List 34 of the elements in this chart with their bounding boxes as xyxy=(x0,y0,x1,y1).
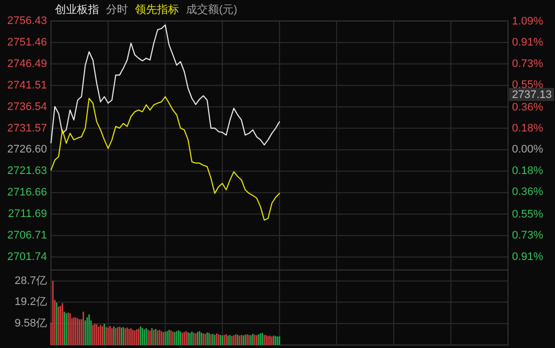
y2-tick-label: 0.91% xyxy=(512,36,544,49)
y-tick-label: 2711.69 xyxy=(8,208,47,220)
y-tick-label: 9.58亿 xyxy=(14,318,47,330)
y-tick-label: 2751.46 xyxy=(7,36,47,48)
text: 2737.13 xyxy=(512,89,552,101)
y-tick-label: 2716.66 xyxy=(7,186,47,199)
chart-subtitle: 成交额(元) xyxy=(186,3,238,16)
y2-tick-label: 0.73% xyxy=(512,58,544,70)
y2-tick-label: 0.00% xyxy=(512,144,544,156)
y-tick-label: 19.2亿 xyxy=(14,296,47,308)
y-tick-label: 2736.54 xyxy=(7,100,47,113)
y2-tick-label: 0.73% xyxy=(512,230,544,242)
y-tick-label: 2726.60 xyxy=(7,144,47,156)
text: 领先指标 xyxy=(135,3,179,16)
y2-tick-label: 1.09% xyxy=(512,15,544,28)
y-tick-label: 2731.57 xyxy=(7,122,47,134)
y2-tick-label: 0.36% xyxy=(512,101,544,114)
text: 创业板指 xyxy=(55,3,99,16)
line-series xyxy=(50,24,280,146)
y2-tick-label: 0.36% xyxy=(512,186,544,198)
y2-tick-label: 0.18% xyxy=(512,164,544,177)
y-tick-label: 2706.71 xyxy=(7,230,47,242)
y-tick-label: 2721.63 xyxy=(7,165,47,178)
y2-tick-label: 0.91% xyxy=(512,250,544,263)
line-series xyxy=(50,96,280,221)
y-tick-label: 2756.43 xyxy=(7,15,47,27)
y-tick-label: 2746.49 xyxy=(7,58,47,70)
y-tick-label: 2741.51 xyxy=(7,79,47,92)
y2-tick-label: 0.55% xyxy=(512,208,544,220)
y2-tick-label: 0.55% xyxy=(512,79,544,92)
chart-title: 分时 xyxy=(106,3,128,16)
y2-tick-label: 0.18% xyxy=(512,122,544,135)
y-tick-label: 28.7亿 xyxy=(14,274,47,287)
y-tick-label: 2701.74 xyxy=(7,251,47,264)
